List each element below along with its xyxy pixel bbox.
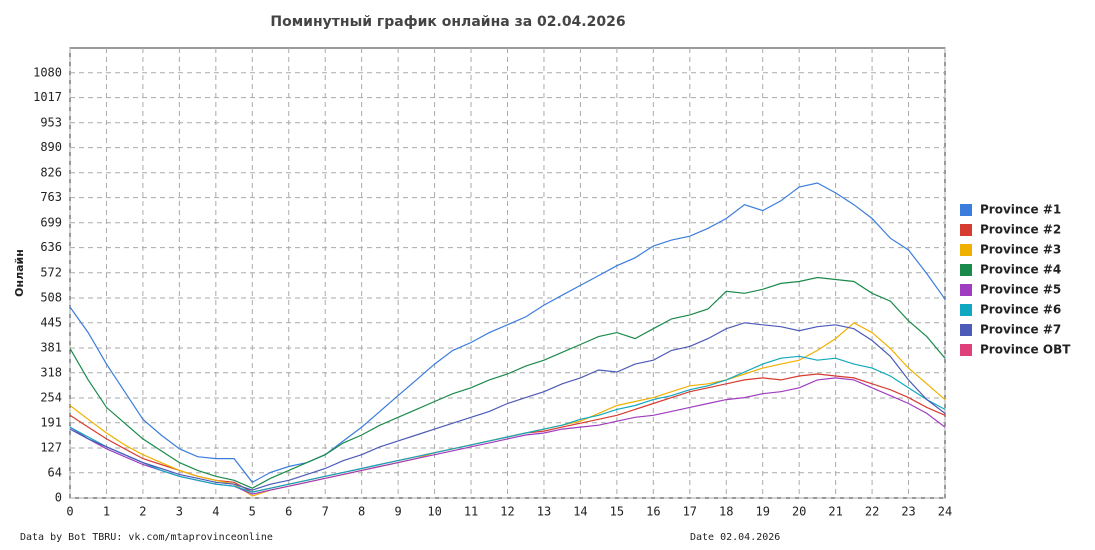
legend-label: Province #3 [980, 243, 1061, 257]
legend-label: Province #2 [980, 223, 1061, 237]
x-tick-label: 4 [212, 505, 219, 519]
series-line [69, 322, 946, 491]
x-tick-label: 20 [792, 505, 806, 519]
x-tick-label: 6 [285, 505, 292, 519]
legend-swatch [960, 304, 972, 316]
y-tick-label: 699 [40, 215, 62, 229]
legend-label: Province #5 [980, 283, 1061, 297]
x-tick-label: 18 [719, 505, 733, 519]
x-tick-label: 7 [322, 505, 329, 519]
x-tick-label: 12 [500, 505, 514, 519]
legend-swatch [960, 264, 972, 276]
x-tick-label: 15 [610, 505, 624, 519]
x-tick-label: 21 [828, 505, 842, 519]
y-tick-label: 127 [40, 441, 62, 455]
x-tick-label: 11 [464, 505, 478, 519]
x-tick-label: 2 [139, 505, 146, 519]
y-tick-label: 826 [40, 165, 62, 179]
y-tick-label: 0 [55, 491, 62, 505]
series-line [69, 182, 946, 484]
x-tick-label: 13 [537, 505, 551, 519]
x-tick-label: 16 [646, 505, 660, 519]
x-tick-label: 5 [249, 505, 256, 519]
y-tick-label: 1017 [33, 90, 62, 104]
x-tick-label: 24 [938, 505, 952, 519]
series-line [69, 355, 946, 493]
y-tick-label: 381 [40, 341, 62, 355]
y-tick-label: 191 [40, 415, 62, 429]
y-tick-label: 318 [40, 365, 62, 379]
legend-swatch [960, 244, 972, 256]
x-tick-label: 17 [683, 505, 697, 519]
legend-label: Province #4 [980, 263, 1061, 277]
footer-source: Data by Bot TBRU: vk.com/mtaprovinceonli… [20, 532, 273, 543]
legend-swatch [960, 284, 972, 296]
y-tick-label: 636 [40, 240, 62, 254]
x-tick-label: 14 [573, 505, 587, 519]
y-tick-label: 254 [40, 391, 62, 405]
chart-title: Поминутный график онлайна за 02.04.2026 [270, 14, 625, 30]
y-tick-label: 953 [40, 115, 62, 129]
y-tick-label: 508 [40, 291, 62, 305]
y-tick-label: 572 [40, 265, 62, 279]
x-tick-label: 23 [901, 505, 915, 519]
x-tick-label: 9 [395, 505, 402, 519]
x-tick-label: 3 [176, 505, 183, 519]
legend-label: Province #7 [980, 323, 1061, 337]
y-tick-label: 64 [48, 465, 62, 479]
x-tick-label: 1 [103, 505, 110, 519]
legend-swatch [960, 204, 972, 216]
y-tick-label: 445 [40, 315, 62, 329]
x-tick-label: 10 [427, 505, 441, 519]
legend-swatch [960, 224, 972, 236]
legend-swatch [960, 344, 972, 356]
y-axis-label: Онлайн [13, 249, 26, 297]
legend-label: Province #1 [980, 203, 1061, 217]
footer-date: Date 02.04.2026 [690, 532, 780, 543]
x-tick-label: 8 [358, 505, 365, 519]
series-line [69, 276, 946, 489]
y-tick-label: 1080 [33, 65, 62, 79]
x-tick-label: 0 [66, 505, 73, 519]
legend-swatch [960, 324, 972, 336]
y-tick-label: 763 [40, 190, 62, 204]
y-tick-label: 890 [40, 140, 62, 154]
legend-label: Province #6 [980, 303, 1061, 317]
legend-label: Province OBT [980, 343, 1071, 357]
x-tick-label: 19 [755, 505, 769, 519]
x-tick-label: 22 [865, 505, 879, 519]
